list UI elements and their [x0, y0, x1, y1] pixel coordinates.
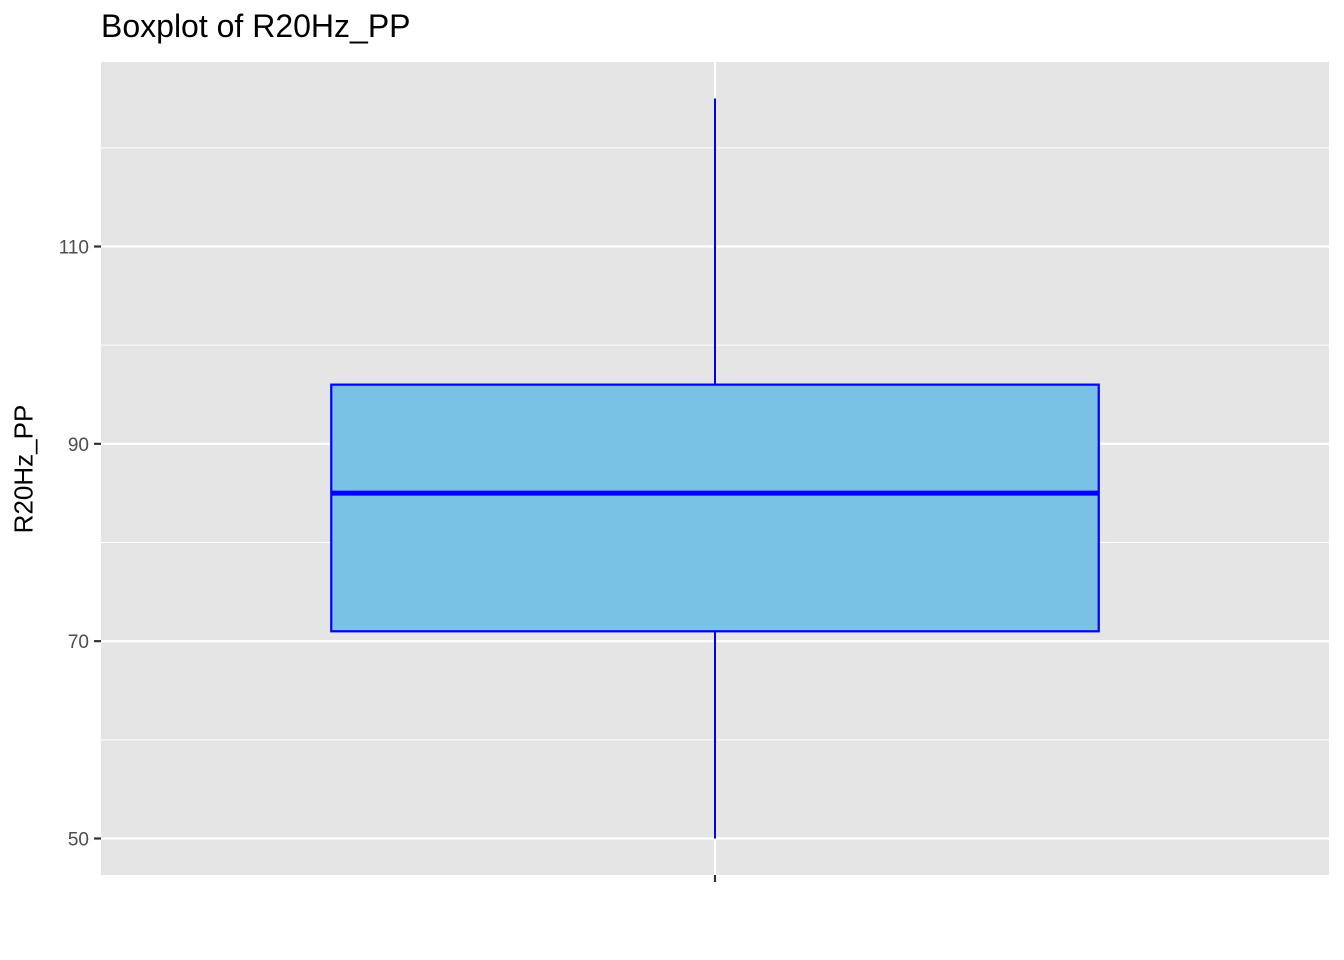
- chart-marks: [330, 98, 1100, 839]
- chart-title: Boxplot of R20Hz_PP: [101, 8, 411, 44]
- y-tick-label: 90: [68, 435, 89, 456]
- axes: 50 70 90 110: [59, 238, 717, 882]
- box-iqr: [330, 383, 1100, 633]
- y-tick-label: 50: [68, 829, 89, 850]
- y-tick-label: 110: [59, 238, 89, 259]
- y-tick-label: 70: [68, 632, 89, 653]
